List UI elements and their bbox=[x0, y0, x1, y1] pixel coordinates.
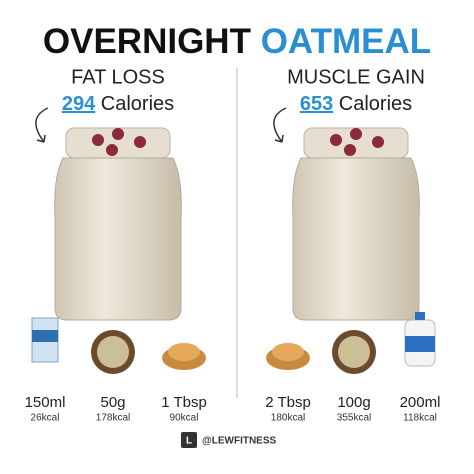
jar bbox=[292, 157, 420, 321]
logo bbox=[181, 432, 197, 448]
jar bbox=[54, 157, 182, 321]
kcal: 180kcal bbox=[271, 413, 305, 424]
amount: 150ml bbox=[25, 394, 66, 411]
label bbox=[405, 336, 435, 352]
kcal: 178kcal bbox=[96, 413, 130, 424]
arrow bbox=[35, 107, 49, 143]
calories-label: Calories bbox=[339, 93, 412, 115]
title-word: OATMEAL bbox=[261, 22, 431, 61]
berry bbox=[344, 144, 356, 156]
title: OVERNIGHT OATMEAL bbox=[43, 22, 431, 61]
calories: 653 bbox=[300, 93, 333, 115]
kcal: 355kcal bbox=[337, 413, 371, 424]
butter bbox=[168, 343, 200, 361]
calories-line: 294 Calories bbox=[62, 93, 174, 115]
cap bbox=[415, 312, 425, 320]
column: FAT LOSS 294 Calories 150ml 26kcal 50g 178kca… bbox=[25, 66, 207, 423]
title-word: OVERNIGHT bbox=[43, 22, 251, 61]
kcal: 90kcal bbox=[170, 413, 199, 424]
amount: 50g bbox=[100, 394, 125, 411]
amount: 2 Tbsp bbox=[265, 394, 311, 411]
berry bbox=[134, 136, 146, 148]
butter bbox=[272, 343, 304, 361]
carton-band bbox=[32, 330, 58, 342]
handle: @LEWFITNESS bbox=[202, 436, 277, 447]
logo-mark: L bbox=[186, 436, 192, 447]
column: MUSCLE GAIN 653 Calories 2 Tbsp 180kcal 100g… bbox=[265, 66, 440, 423]
berry bbox=[330, 134, 342, 146]
amount: 200ml bbox=[400, 394, 441, 411]
oats bbox=[338, 336, 370, 368]
columns: FAT LOSS 294 Calories 150ml 26kcal 50g 178kca… bbox=[25, 66, 441, 423]
kcal: 118kcal bbox=[403, 413, 437, 424]
berry bbox=[106, 144, 118, 156]
footer: L @LEWFITNESS bbox=[181, 432, 277, 448]
calories: 294 bbox=[62, 93, 96, 115]
berry bbox=[372, 136, 384, 148]
kcal: 26kcal bbox=[31, 413, 60, 424]
berry bbox=[92, 134, 104, 146]
berry bbox=[112, 128, 124, 140]
calories-line: 653 Calories bbox=[300, 93, 412, 115]
calories-label: Calories bbox=[101, 93, 174, 115]
arrow bbox=[273, 107, 287, 143]
amount: 1 Tbsp bbox=[161, 394, 207, 411]
amount: 100g bbox=[337, 394, 370, 411]
goal: MUSCLE GAIN bbox=[287, 66, 425, 88]
goal: FAT LOSS bbox=[71, 66, 165, 88]
oats bbox=[97, 336, 129, 368]
berry bbox=[350, 128, 362, 140]
